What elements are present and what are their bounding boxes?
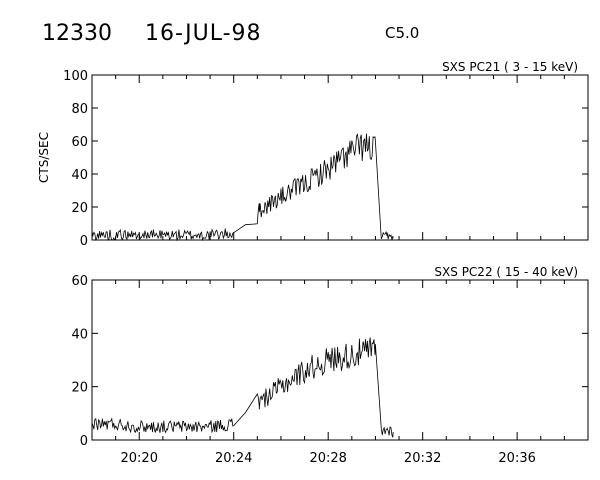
- y-tick-label: 20: [71, 201, 88, 216]
- y-tick-label: 40: [71, 168, 88, 183]
- y-tick-label: 0: [80, 434, 88, 449]
- event-date: 16-JUL-98: [145, 21, 262, 46]
- y-tick-label: 80: [71, 102, 88, 117]
- y-tick-label: 100: [63, 69, 88, 84]
- count-rate-series-line: [91, 337, 394, 438]
- plot-frame: [91, 74, 589, 241]
- y-tick-label: 60: [71, 274, 88, 289]
- y-tick-label: 20: [71, 381, 88, 396]
- x-tick-label: 20:24: [215, 451, 252, 466]
- x-tick-label: 20:36: [498, 451, 535, 466]
- panel-pc21: 0 20 40 60 80 100 SXS PC21 ( 3 - 15 keV) CTS/SE…: [37, 60, 589, 249]
- y-tick-label: 0: [80, 234, 88, 249]
- y-tick-label: 40: [71, 327, 88, 342]
- y-axis-label: CTS/SEC: [37, 132, 51, 183]
- panel-title: SXS PC22 ( 15 - 40 keV): [434, 265, 578, 279]
- event-number: 12330: [42, 21, 112, 46]
- x-tick-label: 20:28: [309, 451, 346, 466]
- panel-title: SXS PC21 ( 3 - 15 keV): [442, 60, 578, 74]
- panel-pc22: 0 20 40 60 20:20 20:24 20:28 20:32 20:36 SXS PC22…: [71, 265, 589, 466]
- count-rate-series-line: [91, 133, 394, 242]
- plot-frame: [91, 279, 589, 441]
- goes-class: C5.0: [385, 24, 419, 42]
- y-tick-label: 60: [71, 135, 88, 150]
- x-tick-label: 20:20: [121, 451, 158, 466]
- x-tick-label: 20:32: [404, 451, 441, 466]
